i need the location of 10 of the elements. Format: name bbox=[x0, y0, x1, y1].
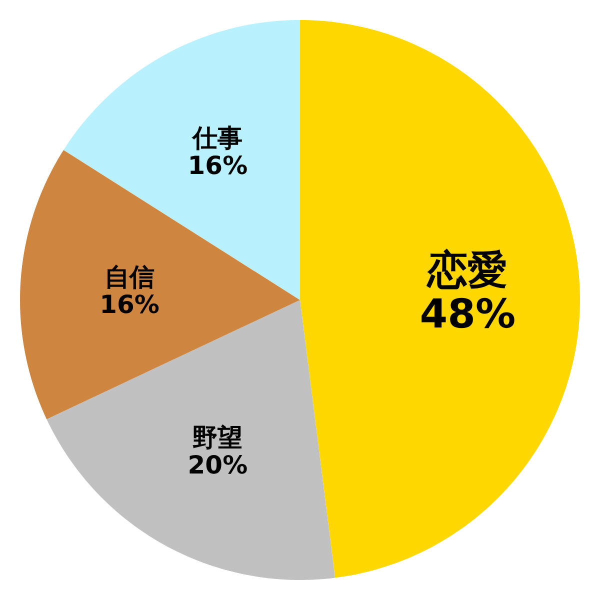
pie-slice bbox=[20, 150, 300, 420]
slice-label: 自信 bbox=[104, 262, 155, 292]
data-label: 20% bbox=[188, 450, 248, 480]
pie-slice bbox=[300, 20, 580, 578]
slice-label: 恋愛 bbox=[426, 247, 508, 294]
slice-label: 野望 bbox=[192, 422, 243, 452]
data-label: 48% bbox=[420, 291, 516, 338]
data-label: 16% bbox=[188, 151, 248, 180]
data-label: 16% bbox=[100, 290, 160, 320]
slice-label: 仕事 bbox=[192, 124, 243, 153]
